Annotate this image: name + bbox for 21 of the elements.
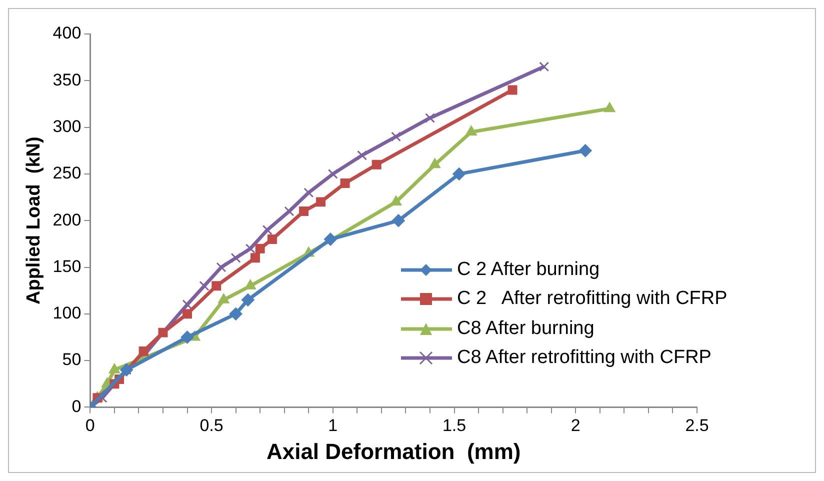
- y-axis-title: Applied Load (kN): [24, 136, 45, 305]
- legend-label: C8 After burning: [457, 318, 594, 340]
- y-tick-label: 150: [52, 256, 82, 276]
- x-axis-title: Axial Deformation (mm): [266, 438, 521, 464]
- x-tick-label: 2.5: [685, 416, 709, 436]
- legend-label: C 2 After retrofitting with CFRP: [457, 288, 728, 310]
- y-tick-label: 300: [52, 116, 82, 136]
- y-tick-label: 100: [52, 304, 82, 323]
- x-tick-label: 2: [570, 416, 580, 436]
- y-tick-label: 200: [52, 210, 82, 230]
- x-tick-label: 1.5: [442, 416, 466, 436]
- x-tick-label: 1: [328, 416, 338, 436]
- legend-label: C8 After retrofitting with CFRP: [457, 347, 712, 370]
- y-tick-label: 0: [72, 396, 82, 416]
- y-tick-label: 50: [62, 350, 82, 370]
- y-tick-label: 400: [52, 24, 82, 43]
- legend-label: C 2 After burning: [457, 258, 600, 281]
- x-tick-label: 0: [85, 416, 95, 436]
- y-tick-label: 350: [52, 70, 82, 90]
- y-tick-label: 250: [52, 164, 82, 183]
- x-tick-label: 0.5: [200, 416, 224, 436]
